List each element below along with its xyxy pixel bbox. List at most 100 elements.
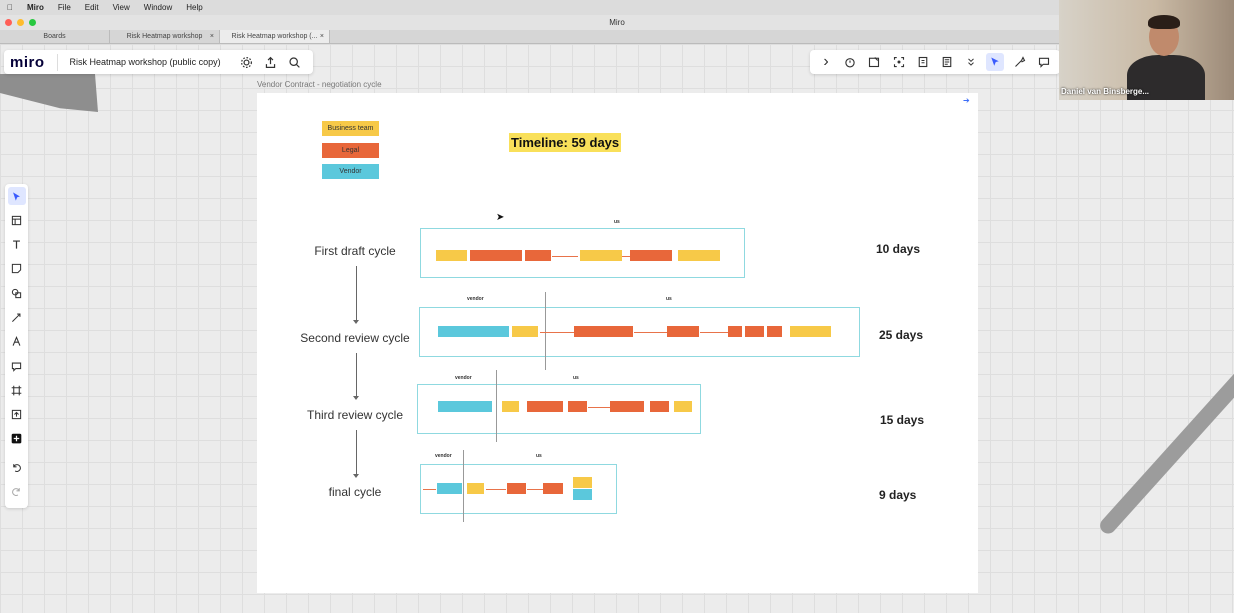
owner-label-vendor[interactable]: vendor bbox=[435, 453, 452, 459]
cycle-label-final[interactable]: final cycle bbox=[328, 485, 382, 499]
owner-label-us[interactable]: us bbox=[614, 219, 620, 225]
tab-risk-heatmap-copy[interactable]: Risk Heatmap workshop (... × bbox=[220, 30, 330, 43]
close-tab-icon[interactable]: × bbox=[209, 33, 214, 40]
connector-line[interactable] bbox=[527, 489, 543, 490]
frame-title[interactable]: Vendor Contract - negotiation cycle bbox=[257, 80, 382, 89]
sticky-note[interactable] bbox=[436, 250, 467, 261]
notes-icon[interactable] bbox=[938, 53, 956, 71]
vote-icon[interactable] bbox=[865, 53, 883, 71]
redo-icon[interactable] bbox=[8, 483, 26, 501]
cycle-label-third-review[interactable]: Third review cycle bbox=[306, 408, 404, 422]
apple-icon[interactable]:  bbox=[0, 3, 20, 12]
sticky-note[interactable] bbox=[767, 326, 782, 337]
sticky-note[interactable] bbox=[467, 483, 484, 494]
legend-vendor[interactable]: Vendor bbox=[322, 164, 379, 179]
menu-help[interactable]: Help bbox=[180, 3, 202, 12]
close-tab-icon[interactable]: × bbox=[319, 33, 324, 40]
sticky-note[interactable] bbox=[568, 401, 587, 412]
owner-label-vendor[interactable]: vendor bbox=[467, 296, 484, 302]
connector-line[interactable] bbox=[486, 489, 506, 490]
connection-line-icon[interactable] bbox=[8, 308, 26, 326]
sticky-note[interactable] bbox=[790, 326, 831, 337]
more-apps-icon[interactable] bbox=[8, 430, 26, 448]
templates-icon[interactable] bbox=[8, 211, 26, 229]
shapes-icon[interactable] bbox=[8, 284, 26, 302]
board-name[interactable]: Risk Heatmap workshop (public copy) bbox=[69, 57, 221, 67]
sticky-note[interactable] bbox=[438, 401, 492, 412]
legend-legal[interactable]: Legal bbox=[322, 143, 379, 158]
owner-label-us[interactable]: us bbox=[573, 375, 579, 381]
sticky-note[interactable] bbox=[630, 250, 672, 261]
timeline-title[interactable]: Timeline: 59 days bbox=[509, 133, 622, 152]
connector-line[interactable] bbox=[423, 489, 436, 490]
tab-risk-heatmap[interactable]: Risk Heatmap workshop × bbox=[110, 30, 220, 43]
cycle-days-first[interactable]: 10 days bbox=[876, 242, 921, 256]
sticky-note-icon[interactable] bbox=[8, 260, 26, 278]
sticky-note[interactable] bbox=[580, 250, 622, 261]
menu-edit[interactable]: Edit bbox=[78, 3, 99, 12]
timer-icon[interactable] bbox=[841, 53, 859, 71]
sticky-note[interactable] bbox=[728, 326, 742, 337]
comment-icon[interactable] bbox=[1035, 53, 1053, 71]
frame-tool-icon[interactable] bbox=[8, 381, 26, 399]
upload-icon[interactable] bbox=[8, 406, 26, 424]
sticky-note[interactable] bbox=[650, 401, 669, 412]
menu-app[interactable]: Miro bbox=[21, 3, 44, 12]
sticky-note[interactable] bbox=[543, 483, 563, 494]
owner-label-vendor[interactable]: vendor bbox=[455, 375, 472, 381]
sticky-note[interactable] bbox=[437, 483, 462, 494]
owner-label-us[interactable]: us bbox=[536, 453, 542, 459]
connector-line[interactable] bbox=[540, 332, 574, 333]
text-tool-icon[interactable] bbox=[8, 236, 26, 254]
pen-icon[interactable] bbox=[8, 333, 26, 351]
connector-line[interactable] bbox=[700, 332, 728, 333]
minimize-window-button[interactable] bbox=[17, 19, 24, 26]
connector-line[interactable] bbox=[634, 332, 667, 333]
cycle-label-second-review[interactable]: Second review cycle bbox=[300, 331, 410, 345]
undo-icon[interactable] bbox=[8, 458, 26, 476]
sticky-note[interactable] bbox=[573, 477, 592, 488]
first-draft-process-frame[interactable] bbox=[420, 228, 745, 278]
chevron-right-icon[interactable]: › bbox=[823, 53, 829, 70]
cycle-days-third[interactable]: 15 days bbox=[880, 413, 925, 427]
export-icon[interactable] bbox=[262, 53, 280, 71]
legend-business-team[interactable]: Business team bbox=[322, 121, 379, 136]
tab-boards[interactable]: Boards bbox=[0, 30, 110, 43]
maximize-window-button[interactable] bbox=[29, 19, 36, 26]
reactions-icon[interactable] bbox=[1011, 53, 1029, 71]
sticky-note[interactable] bbox=[574, 326, 633, 337]
sticky-note[interactable] bbox=[525, 250, 551, 261]
sticky-note[interactable] bbox=[610, 401, 644, 412]
sticky-note[interactable] bbox=[502, 401, 519, 412]
connector-line[interactable] bbox=[552, 256, 578, 257]
more-chevron-down-icon[interactable] bbox=[962, 53, 980, 71]
second-review-process-frame[interactable] bbox=[419, 307, 860, 357]
sticky-note[interactable] bbox=[512, 326, 538, 337]
owner-label-us[interactable]: us bbox=[666, 296, 672, 302]
comment-tool-icon[interactable] bbox=[8, 357, 26, 375]
screen-share-icon[interactable] bbox=[890, 53, 908, 71]
cycle-days-second[interactable]: 25 days bbox=[879, 328, 924, 342]
connector-line[interactable] bbox=[622, 256, 630, 257]
sticky-note[interactable] bbox=[674, 401, 692, 412]
sticky-note[interactable] bbox=[667, 326, 699, 337]
miro-logo[interactable]: miro bbox=[10, 53, 58, 71]
menu-view[interactable]: View bbox=[106, 3, 130, 12]
sticky-note[interactable] bbox=[745, 326, 764, 337]
menu-window[interactable]: Window bbox=[137, 3, 172, 12]
sticky-note[interactable] bbox=[678, 250, 720, 261]
connector-line[interactable] bbox=[588, 407, 610, 408]
search-icon[interactable] bbox=[286, 53, 304, 71]
sticky-note[interactable] bbox=[507, 483, 526, 494]
sticky-note[interactable] bbox=[527, 401, 563, 412]
close-window-button[interactable] bbox=[5, 19, 12, 26]
cycle-label-first-draft[interactable]: First draft cycle bbox=[314, 244, 396, 258]
final-process-frame[interactable] bbox=[420, 464, 617, 514]
cycle-days-final[interactable]: 9 days bbox=[879, 488, 917, 502]
sticky-note[interactable] bbox=[470, 250, 522, 261]
presentation-icon[interactable] bbox=[914, 53, 932, 71]
select-cursor-icon[interactable] bbox=[986, 53, 1005, 71]
settings-icon[interactable] bbox=[238, 53, 256, 71]
frame-arrow-icon[interactable]: ➔ bbox=[963, 96, 970, 105]
menu-file[interactable]: File bbox=[51, 3, 71, 12]
